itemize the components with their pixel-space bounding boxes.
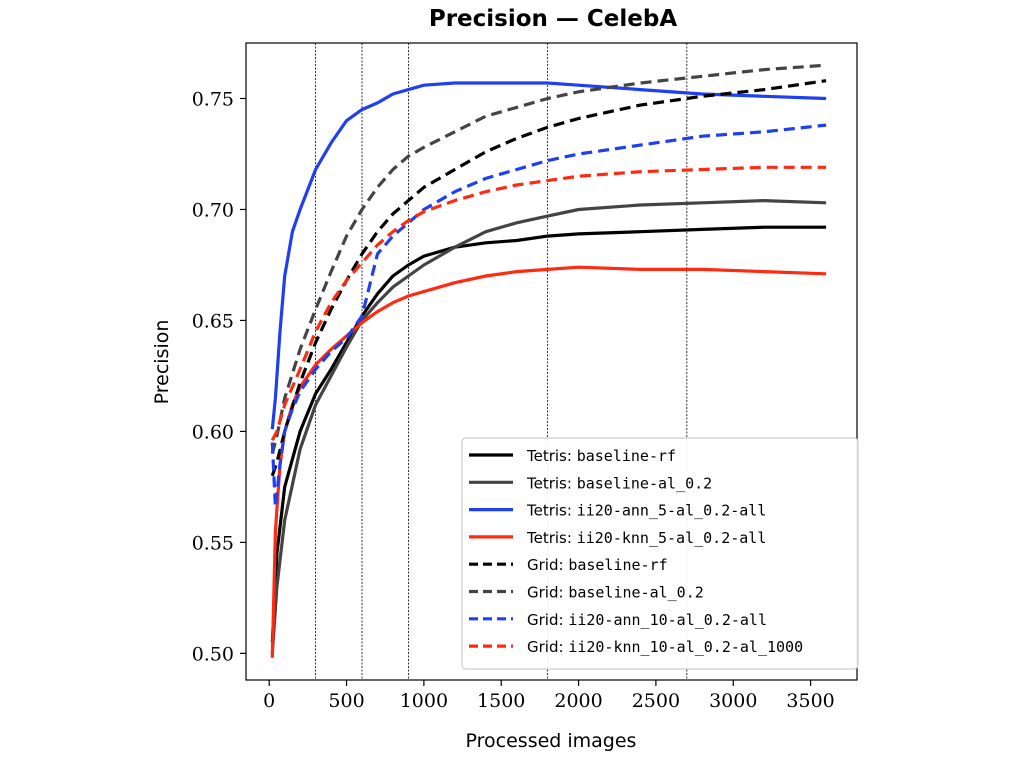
chart-title: Precision — CelebA — [429, 6, 678, 32]
legend-entry-label: Tetris: ii20-ann_5-al_0.2-all — [526, 502, 766, 520]
legend-entry-label: Tetris: baseline-rf — [526, 447, 676, 465]
x-tick-label: 500 — [328, 690, 364, 712]
y-axis-label: Precision — [151, 320, 173, 405]
series-line — [270, 165, 827, 442]
y-axis-ticks: 0.50 0.55 0.60 0.65 0.70 0.75 — [192, 88, 246, 665]
legend-entry-label: Grid: ii20-knn_10-al_0.2-al_1000 — [527, 638, 803, 656]
series-line — [270, 81, 827, 430]
x-tick-label: 3000 — [709, 690, 757, 712]
legend-entry-label: Grid: ii20-ann_10-al_0.2-all — [527, 611, 767, 629]
x-tick-label: 2000 — [554, 690, 602, 712]
series-line — [270, 199, 827, 654]
x-axis-label: Processed images — [466, 730, 637, 752]
x-tick-label: 3500 — [786, 690, 834, 712]
x-tick-label: 1000 — [400, 690, 448, 712]
legend-entry-label: Grid: baseline-al_0.2 — [527, 584, 704, 602]
series-line — [270, 225, 827, 643]
legend: Tetris: baseline-rf Tetris: baseline-al_0… — [461, 437, 859, 670]
series-line — [270, 79, 827, 477]
y-tick-label: 0.50 — [192, 643, 234, 665]
legend-entry-label: Tetris: ii20-knn_5-al_0.2-all — [526, 529, 766, 547]
plot-area-frame — [245, 42, 858, 681]
x-axis-ticks: 0 500 1000 1500 2000 2500 3000 3500 — [263, 680, 835, 712]
x-tick-label: 2500 — [632, 690, 680, 712]
y-tick-label: 0.65 — [192, 310, 234, 332]
x-tick-label: 1500 — [477, 690, 525, 712]
y-tick-label: 0.55 — [192, 532, 234, 554]
legend-box — [461, 437, 859, 670]
series-line — [270, 63, 827, 455]
legend-entry-label: Tetris: baseline-al_0.2 — [526, 474, 712, 492]
legend-entries: Tetris: baseline-rf Tetris: baseline-al_0… — [469, 447, 803, 656]
y-tick-label: 0.60 — [192, 421, 234, 443]
y-tick-label: 0.70 — [192, 199, 234, 221]
vertical-marker-lines — [315, 43, 688, 680]
series-lines — [270, 63, 827, 658]
series-line — [270, 123, 827, 509]
legend-entry-label: Grid: baseline-rf — [527, 556, 668, 574]
y-tick-label: 0.75 — [192, 88, 234, 110]
x-tick-label: 0 — [263, 690, 275, 712]
